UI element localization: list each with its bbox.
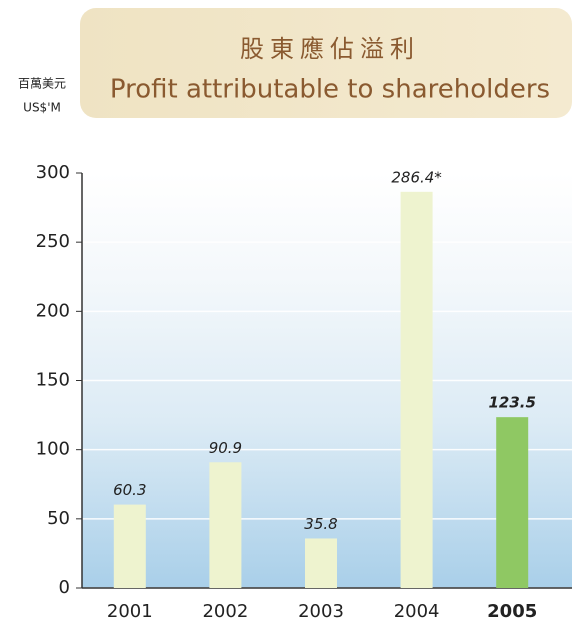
bar bbox=[113, 504, 146, 588]
y-tick-label: 100 bbox=[36, 439, 70, 460]
y-tick-label: 0 bbox=[59, 577, 70, 598]
data-label: 90.9 bbox=[209, 439, 242, 457]
y-axis-unit: US$'M bbox=[23, 101, 61, 115]
x-tick-label: 2003 bbox=[298, 601, 344, 622]
data-label: 286.4* bbox=[391, 168, 442, 186]
data-label: 35.8 bbox=[304, 515, 337, 533]
x-tick-label: 2002 bbox=[202, 601, 248, 622]
bar bbox=[496, 417, 529, 588]
data-label: 60.3 bbox=[113, 481, 146, 499]
bar bbox=[209, 462, 242, 588]
y-tick-label: 250 bbox=[36, 231, 70, 252]
y-axis-label: 百萬美元 bbox=[18, 77, 66, 91]
bar bbox=[305, 538, 337, 588]
x-tick-label: 2001 bbox=[107, 601, 153, 622]
bar bbox=[400, 191, 433, 588]
chart-title: 股東應佔溢利 bbox=[240, 35, 420, 63]
x-tick-label: 2005 bbox=[487, 601, 537, 622]
y-tick-label: 50 bbox=[47, 508, 70, 529]
x-tick-label: 2004 bbox=[394, 601, 440, 622]
chart-subtitle: Profit attributable to shareholders bbox=[110, 75, 550, 105]
y-tick-label: 150 bbox=[36, 370, 70, 391]
title-banner bbox=[80, 8, 572, 118]
y-tick-label: 300 bbox=[36, 162, 70, 183]
data-label: 123.5 bbox=[488, 394, 535, 412]
y-tick-label: 200 bbox=[36, 300, 70, 321]
